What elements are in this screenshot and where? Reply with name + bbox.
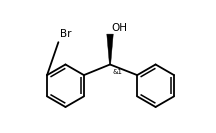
Text: Br: Br [60,29,71,39]
Polygon shape [107,34,113,65]
Text: &1: &1 [113,69,122,75]
Text: OH: OH [111,23,127,33]
